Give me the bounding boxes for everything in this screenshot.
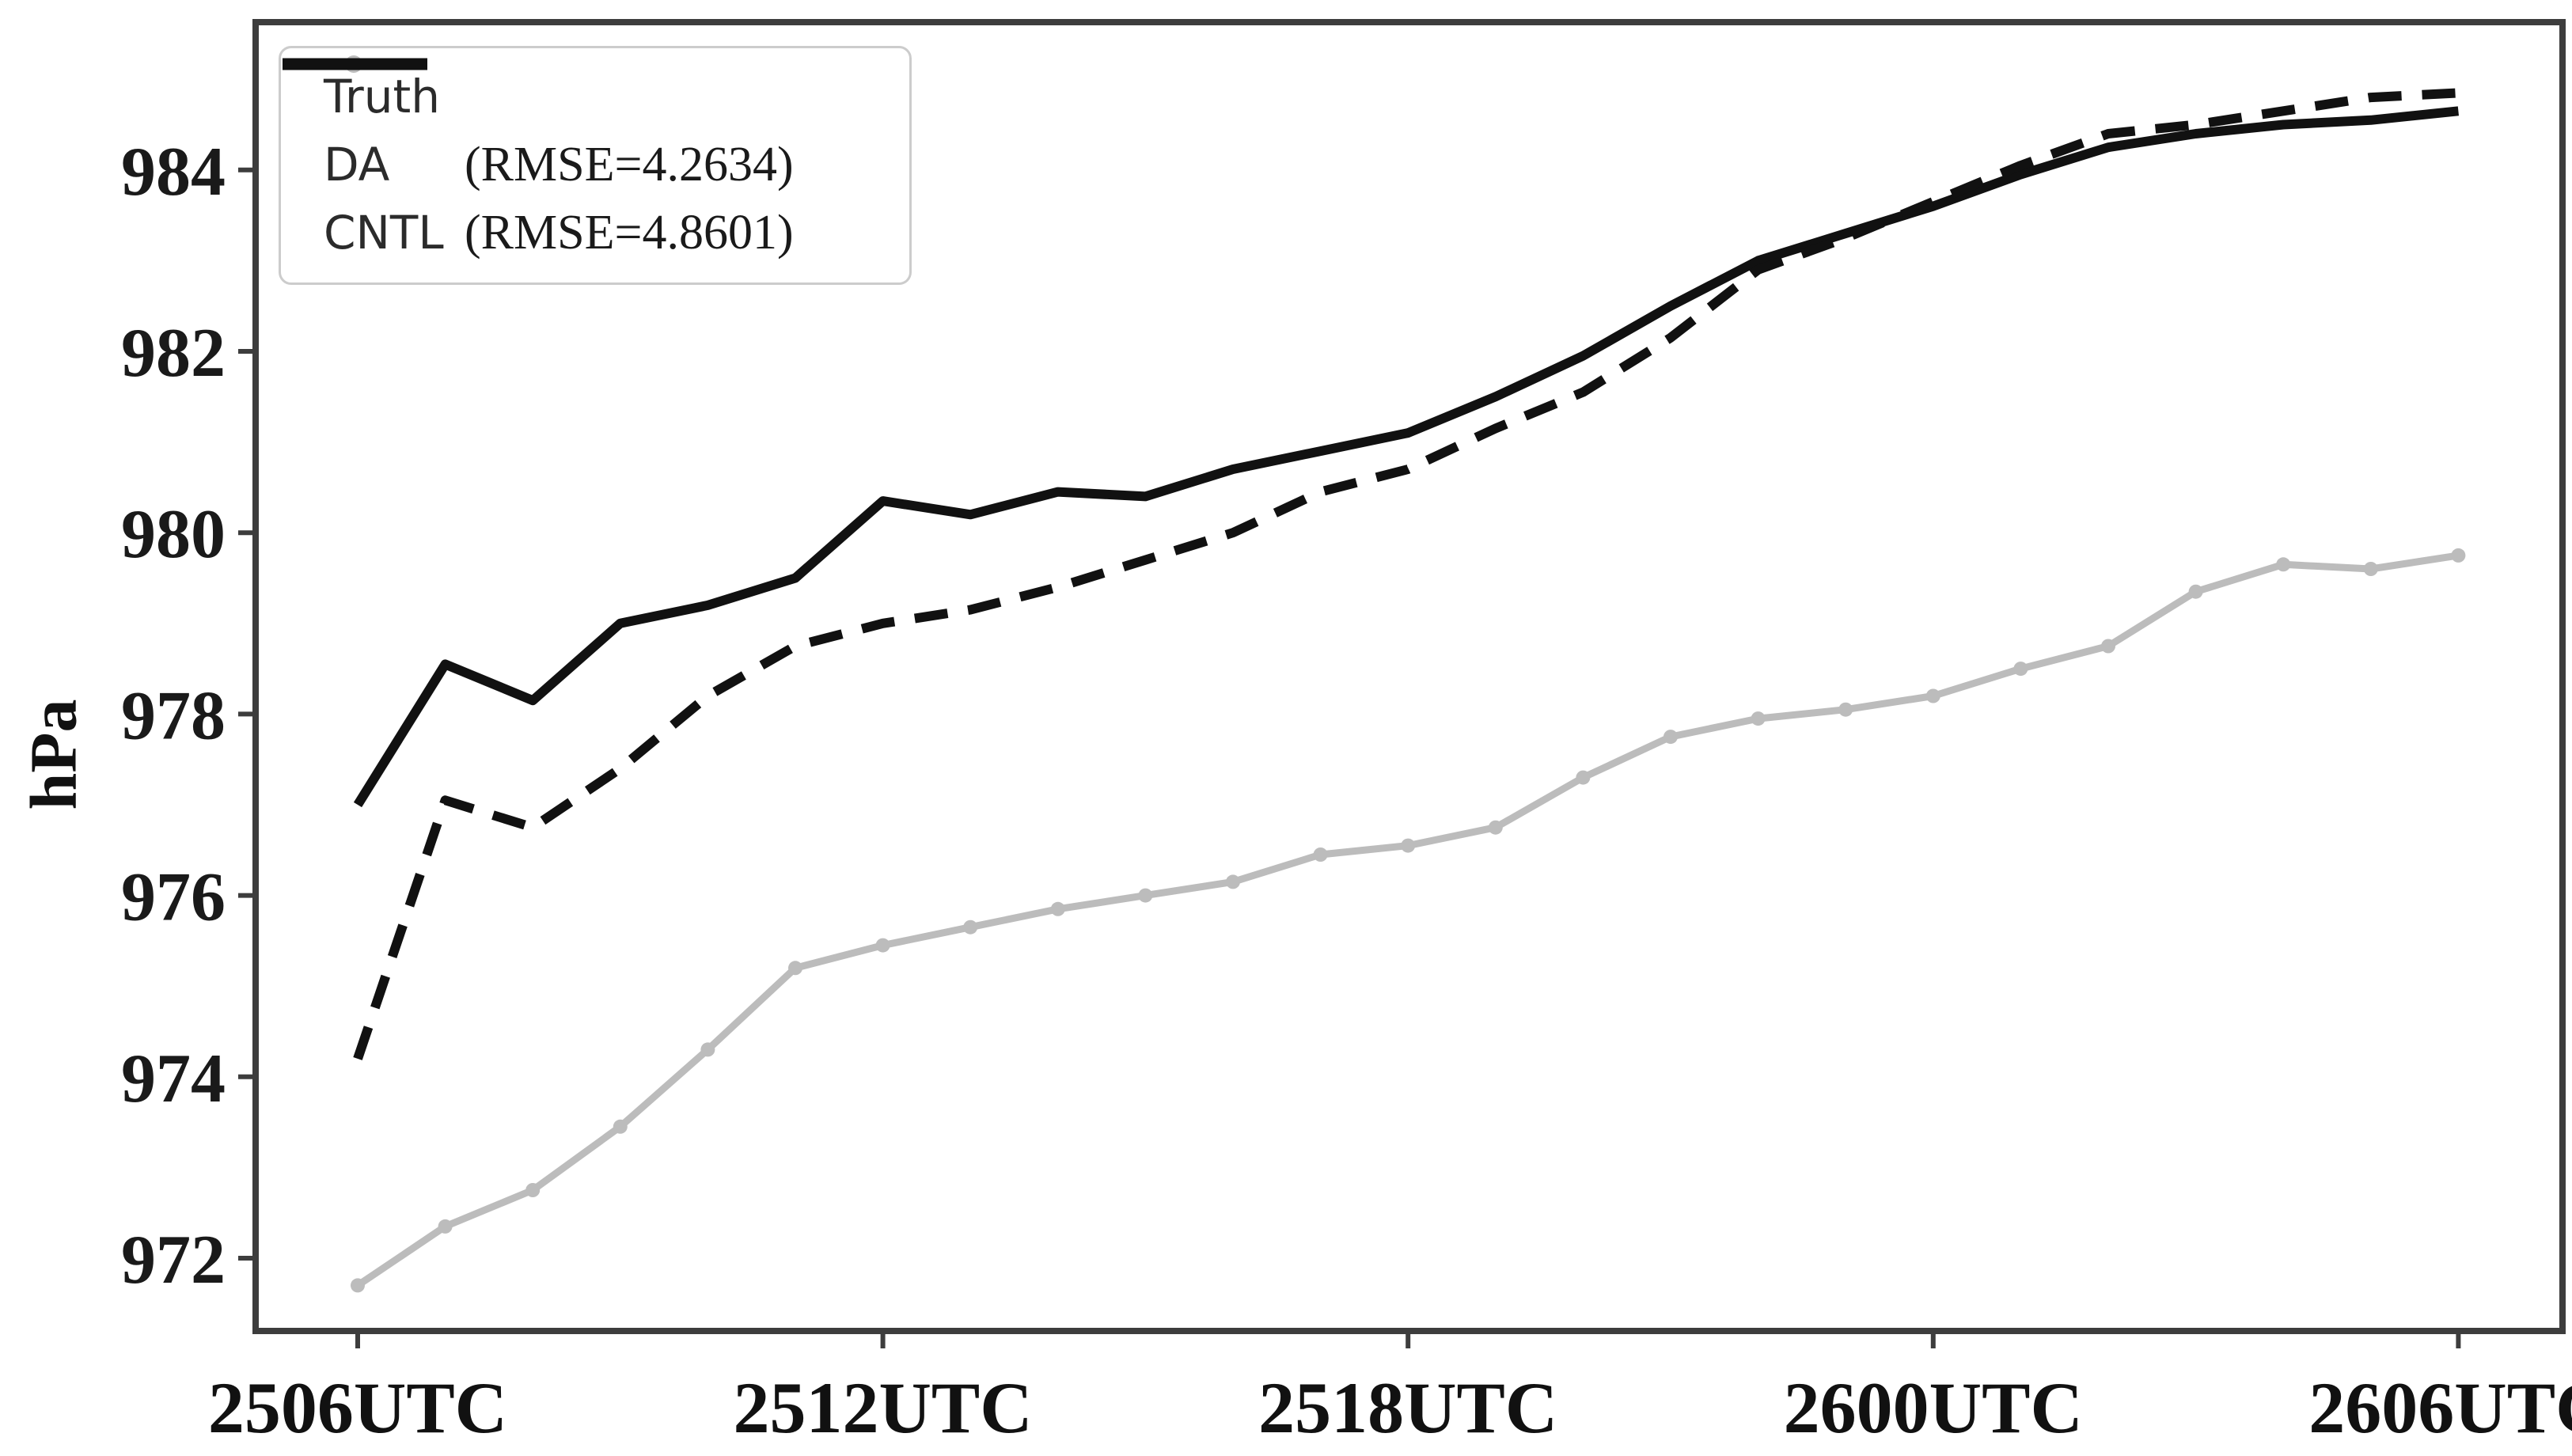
series-marker-truth xyxy=(613,1119,628,1134)
series-marker-truth xyxy=(700,1042,715,1057)
series-marker-truth xyxy=(1050,901,1065,916)
legend-rmse-cntl: (RMSE=4.8601) xyxy=(465,205,794,260)
x-tick-label: 2518UTC xyxy=(1258,1367,1557,1448)
x-tick-label: 2606UTC xyxy=(2308,1367,2572,1448)
x-tick-label: 2506UTC xyxy=(208,1367,507,1448)
series-line-cntl xyxy=(353,106,2460,808)
legend-label-truth: Truth xyxy=(324,70,441,123)
series-marker-truth xyxy=(1838,702,1853,717)
legend-label-da: DA xyxy=(324,138,390,191)
x-tick-label: 2512UTC xyxy=(733,1367,1032,1448)
y-axis-title: hPa xyxy=(17,699,91,810)
series-marker-truth xyxy=(963,919,978,935)
series-marker-truth xyxy=(1313,847,1328,862)
series-marker-truth xyxy=(788,961,802,976)
series-marker-truth xyxy=(351,1278,365,1293)
series-marker-truth xyxy=(1226,874,1240,889)
y-tick-label: 974 xyxy=(121,1041,226,1117)
series-marker-truth xyxy=(2013,662,2028,677)
series-marker-truth xyxy=(2363,562,2378,576)
legend-row-cntl: CNTL (RMSE=4.8601) xyxy=(283,58,889,267)
series-marker-truth xyxy=(438,1219,453,1234)
x-tick-label: 2600UTC xyxy=(1784,1367,2083,1448)
series-marker-truth xyxy=(1576,770,1591,785)
legend: Truth DA (RMSE=4.2634) CNTL (RMSE=4.8601… xyxy=(279,46,912,285)
y-tick-label: 976 xyxy=(121,859,226,936)
series-marker-truth xyxy=(1925,688,1940,703)
series-marker-truth xyxy=(2188,584,2203,599)
y-tick-label: 982 xyxy=(121,315,226,392)
plot-frame xyxy=(252,19,2566,1334)
y-tick-label: 984 xyxy=(121,134,226,210)
series-marker-truth xyxy=(1488,820,1503,835)
series-marker-truth xyxy=(1751,711,1766,726)
series-marker-truth xyxy=(2276,557,2291,572)
y-tick-label: 978 xyxy=(121,677,226,754)
series-marker-truth xyxy=(2101,639,2115,654)
legend-row-da: DA (RMSE=4.2634) xyxy=(283,58,889,199)
series-marker-truth xyxy=(875,938,890,953)
series-line-truth xyxy=(355,552,2460,1289)
legend-label-cntl: CNTL xyxy=(324,206,444,260)
series-marker-truth xyxy=(525,1183,541,1197)
y-tick-label: 972 xyxy=(121,1222,226,1299)
series-marker-truth xyxy=(1401,838,1416,853)
series-marker-truth xyxy=(1663,730,1678,745)
legend-rmse-da: (RMSE=4.2634) xyxy=(465,137,794,191)
series-marker-truth xyxy=(2451,548,2466,563)
y-tick-label: 980 xyxy=(121,496,226,573)
cntl-solid-swatch xyxy=(283,58,426,70)
series-line-da xyxy=(353,88,2459,1060)
series-marker-truth xyxy=(1138,888,1153,903)
